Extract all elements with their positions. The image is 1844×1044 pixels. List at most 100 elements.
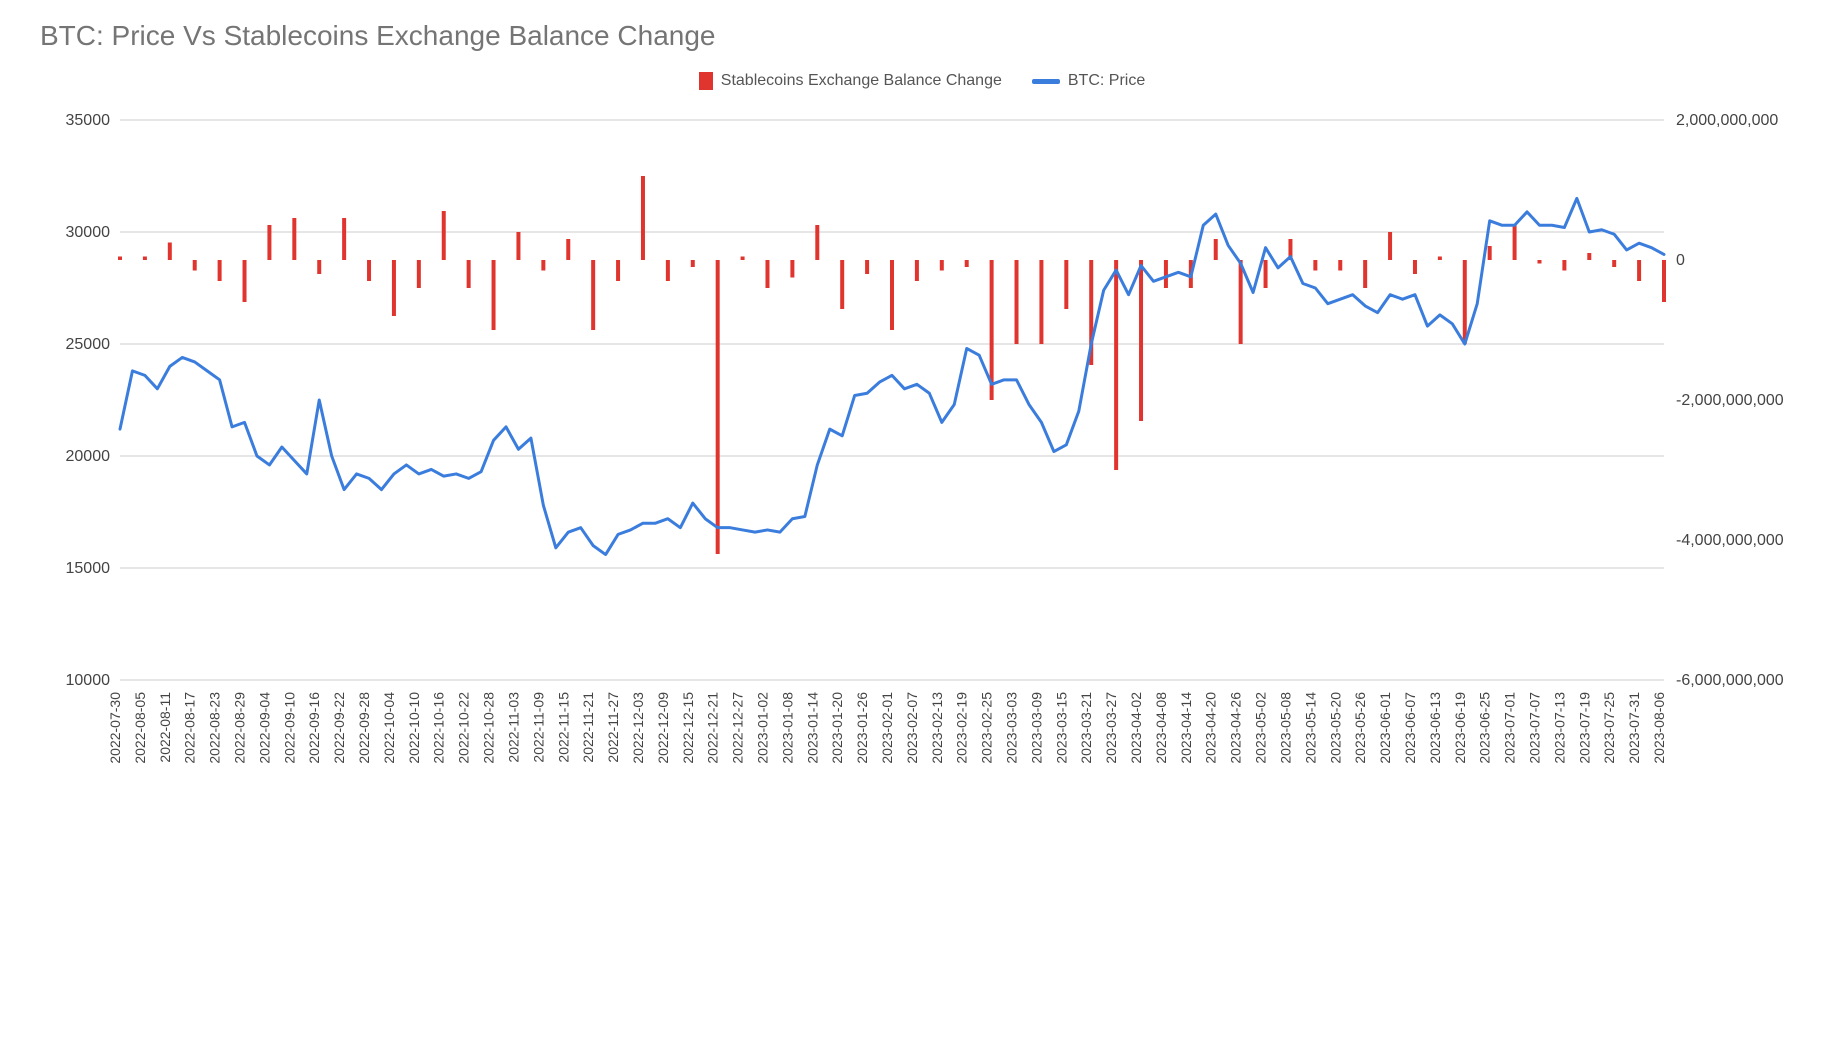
legend-swatch-bar xyxy=(699,72,713,90)
chart-plot: 100001500020000250003000035000-6,000,000… xyxy=(40,110,1804,830)
bar xyxy=(267,225,271,260)
bar xyxy=(666,260,670,281)
x-tick-label: 2023-02-07 xyxy=(904,692,920,764)
x-tick-label: 2023-04-14 xyxy=(1178,692,1194,764)
y-right-tick-label: 2,000,000,000 xyxy=(1676,112,1778,129)
bar xyxy=(840,260,844,309)
bar xyxy=(1064,260,1068,309)
y-left-tick-label: 30000 xyxy=(66,224,111,241)
bar xyxy=(1537,260,1541,264)
bar xyxy=(541,260,545,271)
x-tick-label: 2022-10-28 xyxy=(481,692,497,764)
x-tick-label: 2023-07-07 xyxy=(1526,692,1542,764)
legend-label: BTC: Price xyxy=(1068,72,1145,90)
bar xyxy=(691,260,695,267)
chart-legend: Stablecoins Exchange Balance Change BTC:… xyxy=(40,72,1804,90)
bar xyxy=(1388,232,1392,260)
bar xyxy=(616,260,620,281)
x-tick-label: 2023-02-13 xyxy=(929,692,945,764)
legend-swatch-line xyxy=(1032,79,1060,84)
bar xyxy=(1662,260,1666,302)
x-tick-label: 2023-04-08 xyxy=(1153,692,1169,764)
bar xyxy=(1637,260,1641,281)
x-tick-label: 2022-09-22 xyxy=(331,692,347,764)
bar xyxy=(566,239,570,260)
x-tick-label: 2022-11-27 xyxy=(605,692,621,763)
x-tick-label: 2022-12-03 xyxy=(630,692,646,764)
x-tick-label: 2022-11-21 xyxy=(580,692,596,763)
x-tick-label: 2023-01-08 xyxy=(779,692,795,764)
x-tick-label: 2023-03-21 xyxy=(1078,692,1094,764)
x-tick-label: 2022-09-28 xyxy=(356,692,372,764)
x-tick-label: 2023-06-13 xyxy=(1427,692,1443,764)
x-tick-label: 2023-08-06 xyxy=(1651,692,1667,764)
x-tick-label: 2023-04-26 xyxy=(1228,692,1244,764)
y-right-tick-label: 0 xyxy=(1676,252,1685,269)
bar xyxy=(1463,260,1467,344)
x-tick-label: 2023-06-19 xyxy=(1452,692,1468,764)
bar xyxy=(1239,260,1243,344)
bar xyxy=(716,260,720,554)
bar xyxy=(940,260,944,271)
x-tick-label: 2022-12-15 xyxy=(680,692,696,764)
x-tick-label: 2022-08-23 xyxy=(207,692,223,764)
bar xyxy=(1264,260,1268,288)
x-tick-label: 2023-02-19 xyxy=(954,692,970,764)
bar xyxy=(865,260,869,274)
bar xyxy=(1139,260,1143,421)
x-tick-label: 2023-04-02 xyxy=(1128,692,1144,764)
x-tick-label: 2023-05-26 xyxy=(1352,692,1368,764)
bar xyxy=(292,218,296,260)
x-tick-label: 2022-12-09 xyxy=(655,692,671,764)
x-tick-label: 2023-02-25 xyxy=(979,692,995,764)
bar xyxy=(1363,260,1367,288)
x-tick-label: 2023-03-09 xyxy=(1028,692,1044,764)
bar xyxy=(1513,225,1517,260)
x-tick-label: 2023-03-03 xyxy=(1004,692,1020,764)
x-tick-label: 2023-06-07 xyxy=(1402,692,1418,764)
bar xyxy=(591,260,595,330)
x-tick-label: 2022-09-16 xyxy=(306,692,322,764)
x-tick-label: 2022-10-10 xyxy=(406,692,422,764)
y-right-tick-label: -6,000,000,000 xyxy=(1676,672,1784,689)
bar xyxy=(442,211,446,260)
bar xyxy=(516,232,520,260)
bar xyxy=(1164,260,1168,288)
x-tick-label: 2023-07-31 xyxy=(1626,692,1642,764)
bar xyxy=(168,243,172,261)
bar xyxy=(790,260,794,278)
bar xyxy=(890,260,894,330)
legend-item-bars: Stablecoins Exchange Balance Change xyxy=(699,72,1002,90)
bar xyxy=(417,260,421,288)
bar xyxy=(915,260,919,281)
bar xyxy=(1488,246,1492,260)
x-tick-label: 2022-11-03 xyxy=(505,692,521,763)
price-line xyxy=(120,198,1664,554)
x-tick-label: 2022-07-30 xyxy=(107,692,123,764)
x-tick-label: 2023-05-02 xyxy=(1253,692,1269,764)
bar xyxy=(243,260,247,302)
x-tick-label: 2023-01-02 xyxy=(754,692,770,764)
bar xyxy=(815,225,819,260)
x-tick-label: 2022-11-09 xyxy=(530,692,546,763)
bar xyxy=(1114,260,1118,470)
x-tick-label: 2022-12-27 xyxy=(730,692,746,764)
x-tick-label: 2023-06-25 xyxy=(1477,692,1493,764)
x-tick-label: 2022-08-11 xyxy=(157,692,173,763)
x-tick-label: 2023-06-01 xyxy=(1377,692,1393,764)
x-tick-label: 2023-02-01 xyxy=(879,692,895,764)
x-tick-label: 2023-07-25 xyxy=(1601,692,1617,764)
bar xyxy=(1612,260,1616,267)
bar xyxy=(1413,260,1417,274)
x-tick-label: 2023-01-20 xyxy=(829,692,845,764)
bar xyxy=(1214,239,1218,260)
y-left-tick-label: 10000 xyxy=(66,672,111,689)
bar xyxy=(392,260,396,316)
bar xyxy=(1039,260,1043,344)
y-left-tick-label: 25000 xyxy=(66,336,111,353)
bar xyxy=(1338,260,1342,271)
chart-svg: 100001500020000250003000035000-6,000,000… xyxy=(40,110,1804,830)
x-tick-label: 2023-01-14 xyxy=(804,692,820,764)
x-tick-label: 2023-05-14 xyxy=(1302,692,1318,764)
bar xyxy=(1313,260,1317,271)
